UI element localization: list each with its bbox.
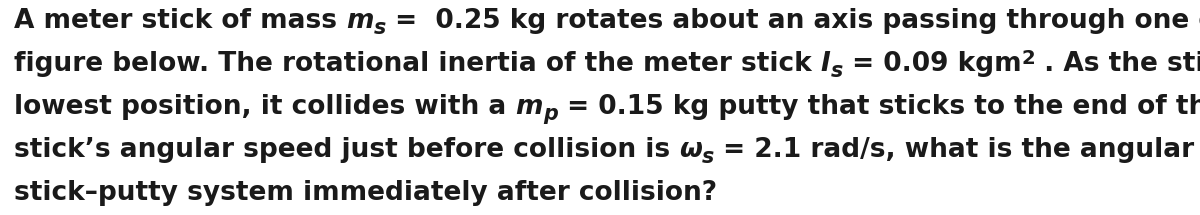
Text: = 0.15 kg putty that sticks to the end of the meter stick. The: = 0.15 kg putty that sticks to the end o… <box>558 94 1200 120</box>
Text: s: s <box>702 147 714 167</box>
Text: ω: ω <box>679 137 702 163</box>
Text: = 0.09 kgm: = 0.09 kgm <box>842 51 1021 77</box>
Text: = 2.1 rad/s, what is the angular speed of the: = 2.1 rad/s, what is the angular speed o… <box>714 137 1200 163</box>
Text: m: m <box>346 8 373 34</box>
Text: 2: 2 <box>1021 49 1036 68</box>
Text: . As the stick reaches its: . As the stick reaches its <box>1036 51 1200 77</box>
Text: stick–putty system immediately after collision?: stick–putty system immediately after col… <box>14 180 718 206</box>
Text: lowest position, it collides with a: lowest position, it collides with a <box>14 94 515 120</box>
Text: s: s <box>373 18 386 38</box>
Text: stick’s angular speed just before collision is: stick’s angular speed just before collis… <box>14 137 679 163</box>
Text: s: s <box>830 61 842 81</box>
Text: =  0.25 kg rotates about an axis passing through one end as shown in: = 0.25 kg rotates about an axis passing … <box>386 8 1200 34</box>
Text: p: p <box>542 104 558 124</box>
Text: I: I <box>821 51 830 77</box>
Text: A meter stick of mass: A meter stick of mass <box>14 8 346 34</box>
Text: m: m <box>515 94 542 120</box>
Text: figure below. The rotational inertia of the meter stick: figure below. The rotational inertia of … <box>14 51 821 77</box>
